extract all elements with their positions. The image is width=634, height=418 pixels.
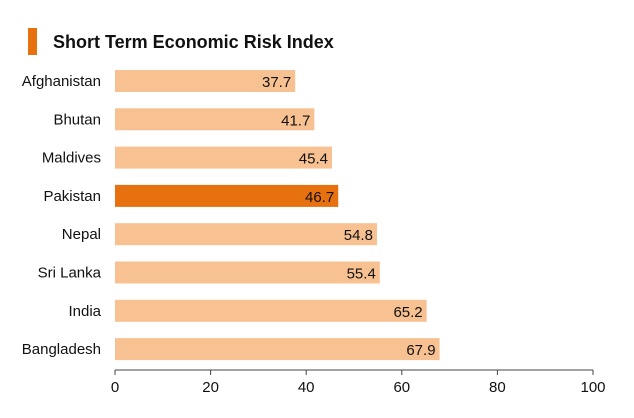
x-tick-label-100: 100 bbox=[580, 379, 605, 396]
bar-india bbox=[115, 299, 427, 322]
data-label-maldives: 45.4 bbox=[299, 151, 328, 168]
category-label-afghanistan: Afghanistan bbox=[22, 73, 101, 90]
bar-maldives bbox=[115, 146, 333, 169]
title-marker bbox=[28, 28, 37, 55]
chart-title: Short Term Economic Risk Index bbox=[53, 32, 334, 52]
bar-pakistan bbox=[115, 184, 339, 207]
x-axis: 0 20 40 60 80 100 bbox=[111, 369, 606, 396]
category-label-bhutan: Bhutan bbox=[53, 111, 101, 128]
category-label-india: India bbox=[68, 303, 101, 320]
bar-bangladesh bbox=[115, 338, 440, 361]
x-tick-label-80: 80 bbox=[489, 379, 506, 396]
x-tick-label-20: 20 bbox=[202, 379, 219, 396]
bar-sri-lanka bbox=[115, 261, 380, 284]
data-label-afghanistan: 37.7 bbox=[262, 74, 291, 91]
category-label-pakistan: Pakistan bbox=[43, 188, 101, 205]
bar-afghanistan bbox=[115, 70, 296, 92]
data-label-nepal: 54.8 bbox=[344, 227, 373, 244]
bar-bhutan bbox=[115, 108, 315, 131]
x-tick-label-60: 60 bbox=[393, 379, 410, 396]
data-label-bhutan: 41.7 bbox=[281, 112, 310, 129]
data-label-pakistan: 46.7 bbox=[305, 189, 334, 206]
data-label-india: 65.2 bbox=[393, 304, 422, 321]
data-label-sri-lanka: 55.4 bbox=[347, 266, 376, 283]
category-label-bangladesh: Bangladesh bbox=[22, 341, 101, 358]
x-tick-label-0: 0 bbox=[111, 379, 119, 396]
bars-layer: Afghanistan 37.7 Bhutan 41.7 Maldives 45.4 Pak… bbox=[22, 70, 440, 361]
x-tick-label-40: 40 bbox=[298, 379, 315, 396]
category-label-nepal: Nepal bbox=[62, 226, 101, 243]
category-label-sri-lanka: Sri Lanka bbox=[38, 265, 102, 282]
data-label-bangladesh: 67.9 bbox=[406, 342, 435, 359]
category-label-maldives: Maldives bbox=[42, 150, 101, 167]
bar-nepal bbox=[115, 223, 377, 246]
